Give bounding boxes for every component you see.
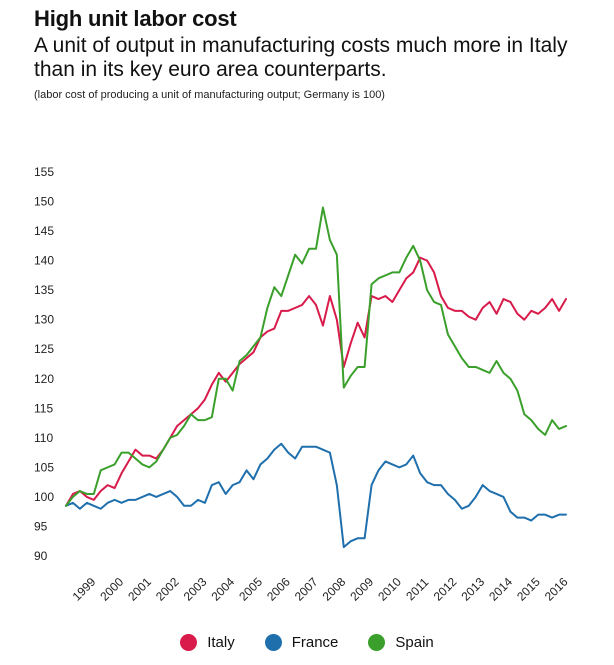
- y-tick-label: 120: [34, 372, 54, 386]
- x-tick-label: 2012: [431, 575, 460, 604]
- legend-label-spain: Spain: [395, 634, 434, 651]
- x-tick-label: 2000: [97, 575, 126, 604]
- y-tick-label: 155: [34, 165, 54, 179]
- y-tick-label: 145: [34, 224, 54, 238]
- y-tick-label: 135: [34, 283, 54, 297]
- chart-note: (labor cost of producing a unit of manuf…: [34, 89, 385, 101]
- x-tick-label: 2011: [403, 575, 431, 603]
- series-line-france: [65, 442, 567, 549]
- x-tick-label: 2007: [292, 575, 321, 604]
- y-tick-label: 125: [34, 342, 54, 356]
- x-tick-label: 2001: [125, 575, 154, 604]
- x-tick-label: 2004: [209, 575, 238, 604]
- y-tick-label: 100: [34, 490, 54, 504]
- chart-legend: Italy France Spain: [0, 634, 614, 651]
- legend-dot-france: [264, 634, 282, 651]
- x-tick-label: 2009: [347, 575, 376, 604]
- x-tick-label: 2003: [181, 575, 210, 604]
- y-tick-label: 150: [34, 195, 54, 209]
- legend-item-italy: Italy: [180, 634, 235, 651]
- series-line-spain: [65, 206, 567, 507]
- x-tick-label: 2010: [375, 575, 404, 604]
- legend-dot-spain: [368, 634, 386, 651]
- x-tick-label: 2008: [320, 575, 349, 604]
- x-tick-label: 2002: [153, 575, 182, 604]
- x-tick-label: 2013: [459, 575, 488, 604]
- legend-label-italy: Italy: [207, 634, 235, 651]
- chart-header: High unit labor cost A unit of output in…: [34, 6, 604, 102]
- legend-dot-italy: [180, 634, 198, 651]
- y-tick-label: 105: [34, 460, 54, 474]
- x-tick-label: 1999: [70, 575, 99, 604]
- y-tick-label: 115: [34, 401, 53, 415]
- y-tick-label: 90: [34, 549, 48, 563]
- series-layer: [65, 206, 567, 549]
- chart-subtitle: A unit of output in manufacturing costs …: [34, 34, 568, 81]
- x-tick-label: 2005: [236, 575, 265, 604]
- x-tick-label: 2014: [486, 575, 515, 604]
- legend-item-france: France: [264, 634, 339, 651]
- series-line-italy: [65, 256, 567, 507]
- y-tick-label: 110: [34, 431, 53, 445]
- y-tick-label: 130: [34, 313, 54, 327]
- x-tick-label: 2016: [542, 575, 571, 604]
- y-tick-label: 140: [34, 254, 54, 268]
- x-tick-label: 2006: [264, 575, 293, 604]
- x-axis: 1999200020012002200320042005200620072008…: [70, 575, 571, 604]
- chart-title: High unit labor cost: [34, 6, 237, 31]
- y-tick-label: 95: [34, 519, 48, 533]
- y-axis: 90 95 100 105 110 115 120 125 130 135 140 145 150 155: [34, 165, 54, 563]
- legend-item-spain: Spain: [368, 634, 434, 651]
- legend-label-france: France: [291, 634, 339, 651]
- x-tick-label: 2015: [514, 575, 543, 604]
